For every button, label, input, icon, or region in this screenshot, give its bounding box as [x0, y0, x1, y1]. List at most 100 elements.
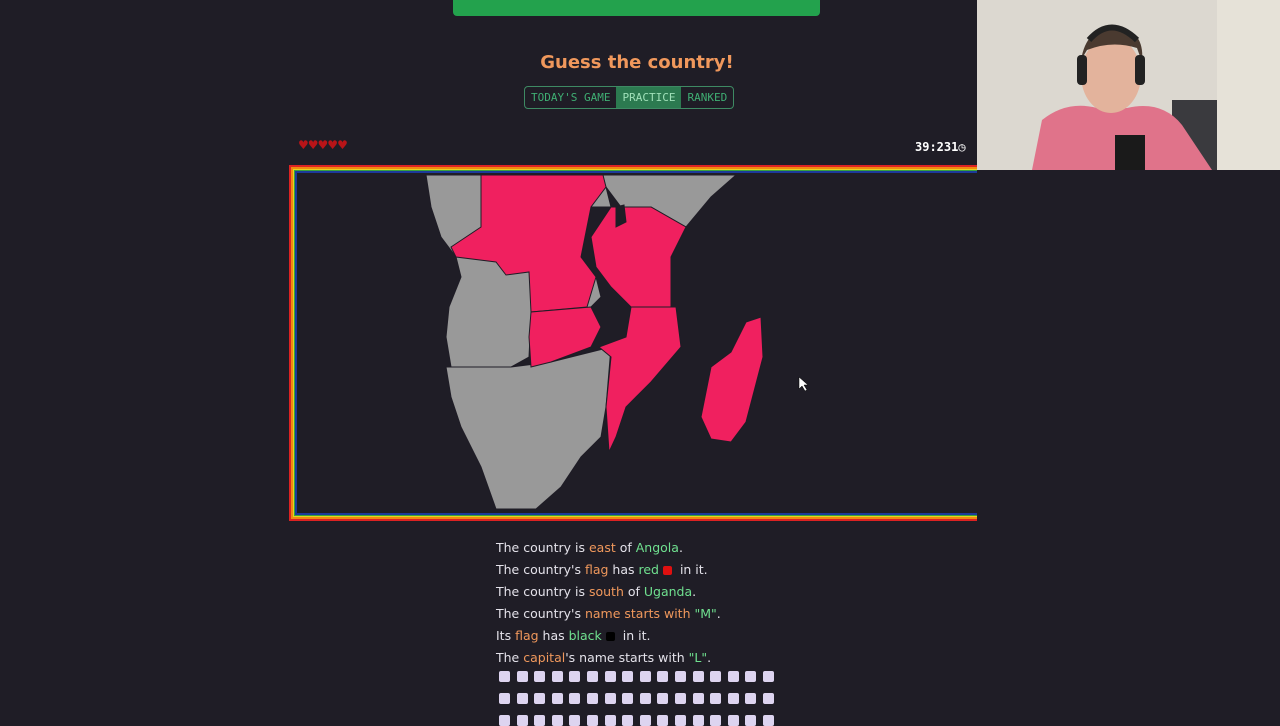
country-highlight	[700, 316, 764, 443]
guess-square	[604, 715, 616, 726]
guess-square	[710, 715, 722, 726]
country-highlight	[528, 306, 602, 368]
clue-line: The country's flag has red in it.	[496, 559, 721, 581]
guess-square	[762, 715, 774, 726]
guess-square	[499, 715, 510, 726]
webcam-feed	[977, 0, 1280, 170]
submit-button[interactable]	[453, 0, 820, 16]
clue-text: of	[615, 540, 636, 555]
guess-square	[657, 671, 669, 682]
guess-square	[604, 671, 616, 682]
guess-square	[745, 715, 757, 726]
guess-square	[710, 671, 722, 682]
clue-text: capital	[523, 650, 566, 665]
mode-tabs: TODAY'S GAME PRACTICE RANKED	[524, 86, 735, 109]
clue-text: 's name starts with	[565, 650, 689, 665]
guess-square	[692, 715, 704, 726]
guess-square	[727, 671, 739, 682]
clue-text: The country is	[496, 540, 589, 555]
clue-list: The country is east of Angola. The countr…	[496, 537, 721, 669]
clue-text: has	[538, 628, 569, 643]
clue-text: Angola	[635, 540, 679, 555]
guess-square	[534, 693, 546, 704]
guess-square	[710, 693, 722, 704]
clue-text: of	[623, 584, 644, 599]
clue-text: flag	[515, 628, 539, 643]
guess-square	[569, 671, 581, 682]
country-highlight	[590, 206, 687, 308]
guess-square	[674, 715, 686, 726]
map-land	[445, 346, 612, 510]
clue-text: has	[608, 562, 639, 577]
guess-square	[727, 715, 739, 726]
timer-value: 39:231	[915, 140, 959, 154]
clue-text: south	[588, 584, 624, 599]
heart-icon: ♥	[317, 138, 329, 152]
clue-text: The country's	[496, 562, 585, 577]
heart-icon: ♥	[327, 138, 338, 152]
guess-square	[622, 715, 634, 726]
color-swatch	[605, 632, 615, 641]
guess-square	[657, 693, 669, 704]
clue-text: in it.	[675, 562, 708, 577]
clue-text: Uganda	[643, 584, 693, 599]
lake	[615, 204, 627, 228]
clue-text: black	[568, 628, 602, 643]
country-highlight	[598, 306, 682, 453]
clue-line: The country is south of Uganda.	[496, 581, 721, 603]
guess-square	[639, 671, 651, 682]
guess-square	[569, 715, 581, 726]
guess-square	[516, 715, 528, 726]
guess-square	[745, 671, 757, 682]
guess-square	[516, 671, 528, 682]
clue-text: east	[588, 540, 616, 555]
mouse-cursor-icon	[798, 376, 809, 392]
clue-text: .	[692, 584, 697, 599]
guess-square	[551, 715, 563, 726]
guess-square	[674, 693, 686, 704]
guess-square	[551, 671, 563, 682]
clue-text: .	[716, 606, 721, 621]
guess-square	[534, 715, 546, 726]
clue-text: .	[678, 540, 683, 555]
guess-square	[639, 693, 651, 704]
clue-line: The country's name starts with "M".	[496, 603, 721, 625]
guess-square	[516, 693, 528, 704]
clue-text: red	[638, 562, 659, 577]
guess-square	[569, 693, 581, 704]
guess-square	[604, 693, 616, 704]
tab-todays-game[interactable]: TODAY'S GAME	[531, 91, 611, 104]
clue-text: flag	[584, 562, 609, 577]
clue-text: "L"	[688, 650, 708, 665]
clue-line: Its flag has black in it.	[496, 625, 721, 647]
heart-icon: ♥	[298, 138, 309, 152]
guess-square	[586, 693, 598, 704]
map[interactable]	[289, 165, 985, 521]
page-title: Guess the country!	[540, 52, 734, 73]
clue-text: Its	[496, 628, 516, 643]
guess-square	[745, 693, 757, 704]
guess-square	[499, 671, 510, 682]
clue-text: The country's	[496, 606, 585, 621]
guess-square	[499, 693, 510, 704]
timer: 39:231◷	[915, 140, 966, 154]
heart-icon: ♥	[337, 138, 348, 152]
heart-icon: ♥	[307, 138, 319, 152]
tab-practice[interactable]: PRACTICE	[616, 87, 682, 108]
clue-line: The country is east of Angola.	[496, 537, 721, 559]
guess-square	[762, 693, 774, 704]
guess-square	[534, 671, 546, 682]
guess-square	[586, 715, 598, 726]
clue-text: The country is	[496, 584, 589, 599]
guess-square	[622, 693, 634, 704]
guess-square	[692, 693, 704, 704]
guess-square	[551, 693, 563, 704]
clue-line: The capital's name starts with "L".	[496, 647, 721, 669]
tab-ranked[interactable]: RANKED	[687, 91, 728, 104]
clue-text: .	[707, 650, 712, 665]
right-panel	[977, 170, 1280, 720]
clue-text: "M"	[694, 606, 717, 621]
guess-square	[674, 671, 686, 682]
lives-hearts: ♥♥♥♥♥	[298, 138, 348, 152]
guess-square	[692, 671, 704, 682]
